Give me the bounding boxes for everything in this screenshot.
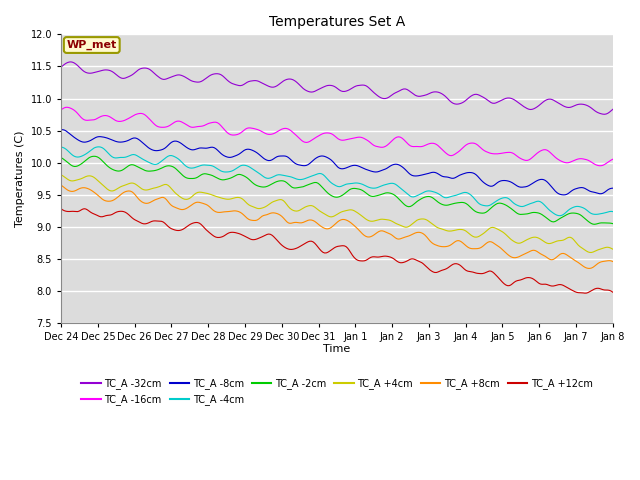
- TC_A -8cm: [609, 185, 617, 191]
- TC_A -2cm: [591, 221, 598, 227]
- TC_A -4cm: [57, 144, 65, 150]
- TC_A -32cm: [516, 102, 524, 108]
- TC_A -8cm: [59, 127, 67, 132]
- TC_A +4cm: [609, 246, 617, 252]
- TC_A -8cm: [510, 181, 518, 187]
- TC_A -8cm: [559, 192, 567, 198]
- TC_A +8cm: [509, 254, 516, 260]
- TC_A +8cm: [609, 259, 617, 264]
- TC_A -4cm: [510, 201, 518, 206]
- TC_A -32cm: [67, 59, 75, 65]
- TC_A -16cm: [223, 130, 231, 136]
- TC_A -16cm: [369, 142, 376, 147]
- TC_A +4cm: [515, 240, 523, 246]
- TC_A +12cm: [179, 227, 187, 232]
- X-axis label: Time: Time: [323, 344, 351, 354]
- TC_A -32cm: [223, 77, 231, 83]
- TC_A -16cm: [596, 163, 604, 168]
- TC_A -2cm: [180, 174, 188, 180]
- TC_A +8cm: [367, 234, 374, 240]
- TC_A -16cm: [57, 107, 65, 113]
- TC_A -2cm: [369, 193, 376, 199]
- TC_A +8cm: [515, 254, 523, 260]
- Line: TC_A -8cm: TC_A -8cm: [61, 130, 613, 195]
- TC_A +8cm: [179, 207, 187, 213]
- TC_A -4cm: [609, 209, 617, 215]
- Y-axis label: Temperatures (C): Temperatures (C): [15, 131, 25, 227]
- TC_A -4cm: [180, 162, 188, 168]
- TC_A +12cm: [515, 277, 523, 283]
- TC_A +12cm: [367, 254, 374, 260]
- TC_A +4cm: [588, 250, 595, 255]
- TC_A +4cm: [179, 196, 187, 202]
- TC_A -8cm: [516, 184, 524, 190]
- TC_A -2cm: [90, 154, 98, 159]
- Line: TC_A +4cm: TC_A +4cm: [61, 175, 613, 252]
- Text: WP_met: WP_met: [67, 40, 117, 50]
- TC_A -4cm: [556, 213, 564, 218]
- TC_A +8cm: [586, 265, 593, 271]
- TC_A -32cm: [64, 60, 72, 65]
- TC_A -32cm: [180, 74, 188, 80]
- TC_A -2cm: [223, 176, 231, 182]
- TC_A -4cm: [64, 148, 72, 154]
- TC_A -8cm: [223, 154, 231, 160]
- TC_A +8cm: [64, 187, 72, 193]
- TC_A +12cm: [609, 289, 617, 295]
- TC_A +12cm: [57, 206, 65, 212]
- TC_A +4cm: [222, 196, 230, 202]
- TC_A +12cm: [509, 281, 516, 287]
- TC_A -4cm: [516, 204, 524, 209]
- Legend: TC_A -32cm, TC_A -16cm, TC_A -8cm, TC_A -4cm, TC_A -2cm, TC_A +4cm, TC_A +8cm, T: TC_A -32cm, TC_A -16cm, TC_A -8cm, TC_A …: [77, 374, 596, 409]
- Line: TC_A +12cm: TC_A +12cm: [61, 209, 613, 293]
- TC_A +4cm: [57, 172, 65, 178]
- TC_A -2cm: [64, 159, 72, 165]
- TC_A -2cm: [516, 212, 524, 217]
- TC_A +4cm: [509, 238, 516, 243]
- TC_A -16cm: [516, 156, 524, 161]
- TC_A -16cm: [62, 105, 70, 110]
- TC_A -16cm: [609, 156, 617, 162]
- TC_A -8cm: [180, 143, 188, 149]
- Line: TC_A -16cm: TC_A -16cm: [61, 108, 613, 166]
- TC_A -8cm: [369, 168, 376, 174]
- TC_A -4cm: [369, 185, 376, 191]
- TC_A -32cm: [369, 88, 376, 94]
- TC_A -2cm: [609, 221, 617, 227]
- Line: TC_A -4cm: TC_A -4cm: [61, 147, 613, 216]
- TC_A -32cm: [609, 107, 617, 112]
- TC_A -16cm: [180, 120, 188, 126]
- TC_A -8cm: [57, 127, 65, 132]
- TC_A +8cm: [57, 182, 65, 188]
- TC_A -2cm: [57, 155, 65, 160]
- Line: TC_A -32cm: TC_A -32cm: [61, 62, 613, 114]
- TC_A -8cm: [65, 131, 73, 136]
- TC_A -32cm: [510, 97, 518, 103]
- TC_A -4cm: [95, 144, 103, 150]
- TC_A -2cm: [510, 208, 518, 214]
- TC_A +4cm: [64, 177, 72, 182]
- TC_A -16cm: [510, 151, 518, 156]
- TC_A -32cm: [601, 111, 609, 117]
- TC_A +12cm: [222, 232, 230, 238]
- TC_A -16cm: [65, 105, 73, 110]
- TC_A -32cm: [57, 64, 65, 70]
- Line: TC_A -2cm: TC_A -2cm: [61, 156, 613, 224]
- Title: Temperatures Set A: Temperatures Set A: [269, 15, 405, 29]
- TC_A -4cm: [223, 169, 231, 175]
- TC_A +4cm: [367, 218, 374, 224]
- TC_A +12cm: [581, 290, 589, 296]
- Line: TC_A +8cm: TC_A +8cm: [61, 185, 613, 268]
- TC_A +8cm: [222, 209, 230, 215]
- TC_A +12cm: [64, 209, 72, 215]
